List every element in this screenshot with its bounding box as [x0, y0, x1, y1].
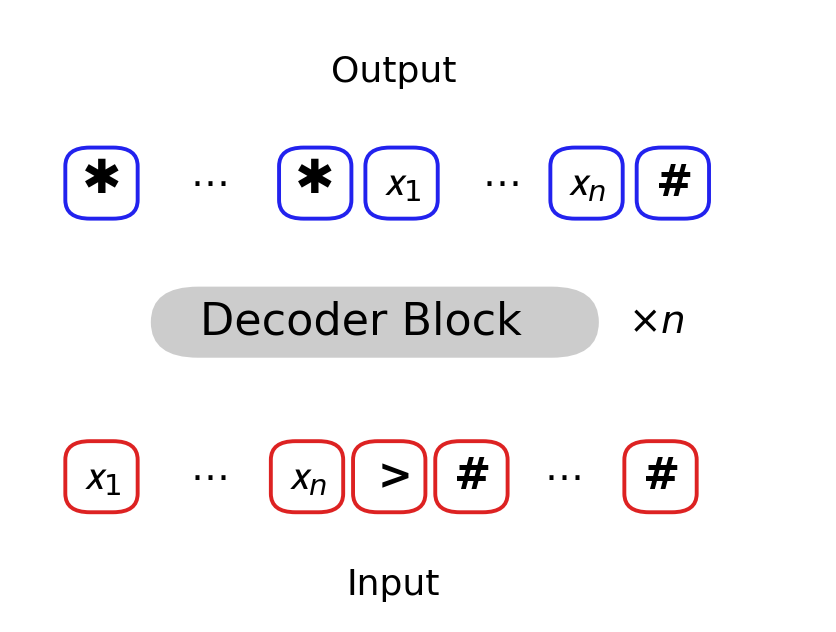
Text: Input: Input: [347, 568, 440, 602]
Text: $\mathbf{>}$: $\mathbf{>}$: [369, 456, 410, 498]
Text: $\cdots$: $\cdots$: [482, 164, 518, 202]
Text: $\mathcal{x}_1$: $\mathcal{x}_1$: [383, 162, 421, 204]
Text: $\mathbf{\#}$: $\mathbf{\#}$: [453, 455, 490, 498]
FancyBboxPatch shape: [550, 147, 623, 219]
Text: $\mathcal{x}_1$: $\mathcal{x}_1$: [83, 456, 120, 498]
Text: $\cdots$: $\cdots$: [543, 458, 580, 495]
Text: $\mathcal{x}_n$: $\mathcal{x}_n$: [288, 456, 326, 498]
Text: $\mathbf{\#}$: $\mathbf{\#}$: [655, 162, 691, 205]
FancyBboxPatch shape: [65, 147, 138, 219]
Text: $\mathcal{x}_n$: $\mathcal{x}_n$: [568, 162, 606, 204]
Text: Output: Output: [330, 55, 456, 89]
Text: ✱: ✱: [82, 157, 121, 202]
FancyBboxPatch shape: [353, 441, 426, 513]
FancyBboxPatch shape: [637, 147, 709, 219]
Text: Decoder Block: Decoder Block: [200, 301, 522, 344]
Text: $\mathbf{\#}$: $\mathbf{\#}$: [642, 455, 679, 498]
FancyBboxPatch shape: [271, 441, 344, 513]
FancyBboxPatch shape: [365, 147, 438, 219]
FancyBboxPatch shape: [150, 287, 599, 358]
Text: $\times n$: $\times n$: [628, 303, 684, 341]
Text: $\cdots$: $\cdots$: [190, 164, 227, 202]
Text: $\cdots$: $\cdots$: [190, 458, 227, 495]
FancyBboxPatch shape: [65, 441, 138, 513]
FancyBboxPatch shape: [624, 441, 696, 513]
FancyBboxPatch shape: [436, 441, 507, 513]
Text: ✱: ✱: [295, 157, 335, 202]
FancyBboxPatch shape: [279, 147, 351, 219]
